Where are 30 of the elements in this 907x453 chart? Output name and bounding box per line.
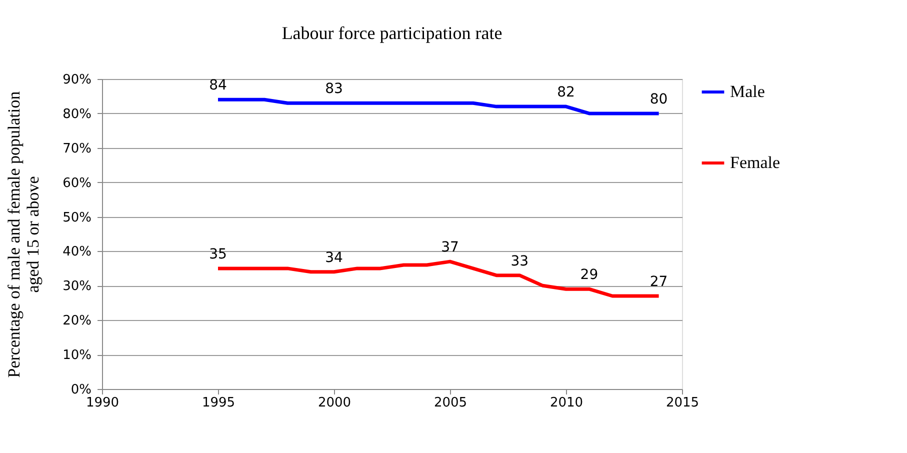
data-label: 83 (325, 81, 343, 98)
x-tick-label: 1990 (86, 396, 120, 410)
y-tick-label: 10% (62, 348, 92, 364)
y-tick-label: 70% (62, 141, 92, 156)
data-label: 82 (557, 84, 575, 101)
x-tick-label: 2010 (550, 396, 584, 410)
y-tick-label: 80% (62, 106, 92, 122)
data-label: 34 (325, 250, 343, 266)
x-tick-label: 2005 (434, 396, 468, 410)
data-label: 35 (209, 246, 227, 262)
x-tick-label: 2000 (318, 396, 352, 410)
y-tick-label: 20% (62, 314, 92, 329)
data-label: 80 (650, 91, 668, 108)
data-label: 37 (441, 240, 459, 256)
y-tick-label: 50% (62, 210, 92, 226)
legend-label: Male (730, 82, 765, 101)
y-tick-label: 90% (62, 72, 92, 88)
data-label: 27 (650, 274, 668, 290)
data-label: 33 (510, 253, 529, 270)
y-tick-label: 30% (62, 279, 92, 294)
y-tick-label: 60% (62, 176, 92, 191)
y-axis-title: Percentage of male and female population aged 15 or above (4, 90, 43, 378)
data-label: 29 (580, 267, 598, 284)
data-label: 84 (209, 78, 227, 94)
y-tick-label: 0% (70, 382, 92, 398)
x-tick-label: 1995 (202, 396, 236, 410)
x-tick-label: 2015 (666, 396, 700, 410)
chart-title: Labour force participation rate (282, 23, 502, 43)
y-tick-label: 40% (62, 244, 92, 260)
legend-label: Female (730, 153, 780, 172)
